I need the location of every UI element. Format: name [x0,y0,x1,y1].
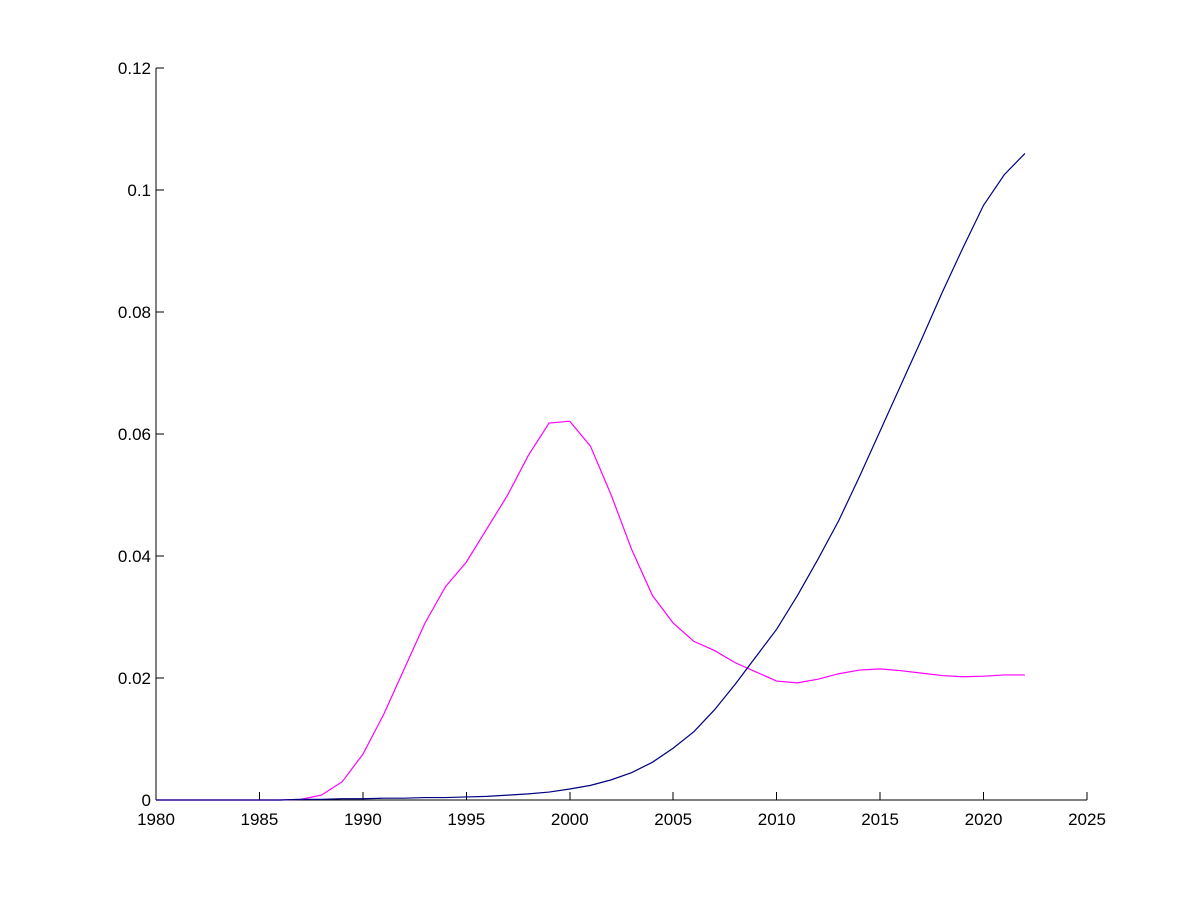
axes: 1980 1985 1990 1995 2000 2005 2010 2015 2020 2025… [118,59,1106,829]
series-layer [156,152,1026,801]
x-tick-label: 2000 [551,810,589,829]
y-tick-label: 0.12 [118,59,151,78]
x-tick-label: 1985 [241,810,279,829]
x-tick-label: 1980 [137,810,175,829]
x-tick-label: 2005 [654,810,692,829]
x-tick-label: 1990 [344,810,382,829]
y-tick-label: 0.02 [118,669,151,688]
x-tick-label: 2010 [758,810,796,829]
x-tick-label: 2015 [861,810,899,829]
y-tick-label: 0.08 [118,303,151,322]
y-tick-label: 0.04 [118,547,151,566]
series-line-2 [156,152,1026,801]
x-tick-label: 2025 [1068,810,1106,829]
y-tick-label: 0 [142,791,151,810]
y-tick-label: 0.06 [118,425,151,444]
x-tick-label: 1995 [447,810,485,829]
x-tick-label: 2020 [965,810,1003,829]
y-tick-label: 0.1 [127,181,151,200]
